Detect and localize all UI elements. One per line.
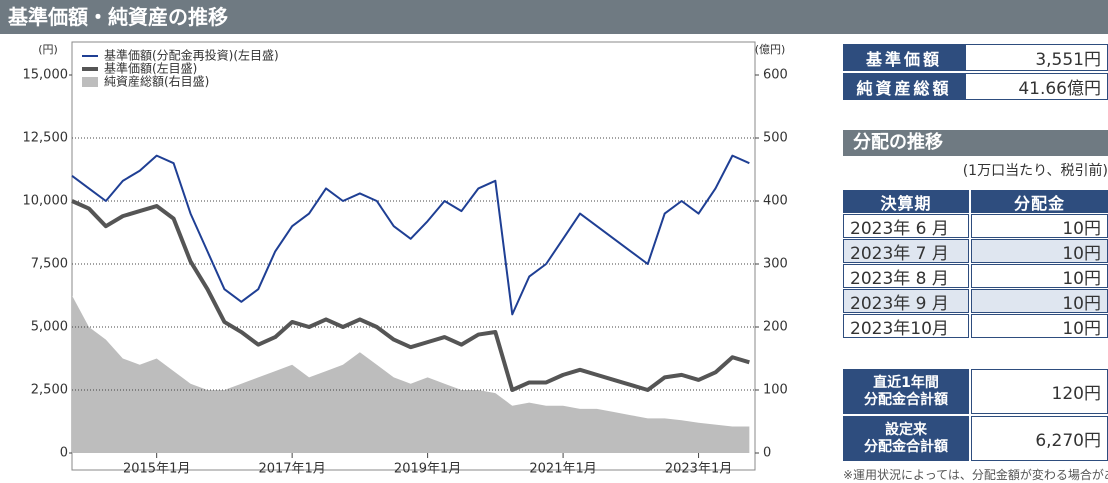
header: 基準価額・純資産の推移 xyxy=(0,0,1108,34)
y-tick-label: 5,000 xyxy=(31,320,68,335)
y-tick-label: 7,500 xyxy=(31,257,68,272)
line xyxy=(71,199,750,392)
y-tick-label: 0 xyxy=(60,446,68,461)
legend-swatch xyxy=(82,77,98,87)
x-tick-label: 2021年1月 xyxy=(529,462,596,477)
legend-label: 基準価額(分配金再投資)(左目盛) xyxy=(104,48,279,63)
total-label: 直近1年間 分配金合計額 xyxy=(843,369,969,414)
legend-label: 基準価額(左目盛) xyxy=(104,61,197,76)
amount: 10円 xyxy=(971,314,1108,339)
y2-tick-label: 600 xyxy=(763,68,788,83)
x-tick-label: 2023年1月 xyxy=(665,462,732,477)
summary-label: 純資産総額 xyxy=(843,73,965,100)
summary-value: 3,551円 xyxy=(965,44,1108,71)
y-tick-label: 10,000 xyxy=(23,194,69,209)
x-tick-label: 2015年1月 xyxy=(123,462,190,477)
note: (1万口当たり、税引前) xyxy=(962,163,1108,179)
y2-tick-label: 100 xyxy=(763,383,788,398)
footnote: ※運用状況によっては、分配金額が変わる場合があります。 xyxy=(843,468,1108,482)
y2-tick-label: 200 xyxy=(763,320,788,335)
area xyxy=(72,295,750,453)
y2-unit: (億円) xyxy=(755,43,786,56)
y-unit: (円) xyxy=(38,43,58,56)
column-header: 決算期 xyxy=(843,190,969,213)
y2-tick-label: 500 xyxy=(763,131,788,146)
amount: 10円 xyxy=(971,264,1108,289)
y2-tick-label: 0 xyxy=(763,446,771,461)
total-label: 設定来 分配金合計額 xyxy=(843,416,969,461)
legend-label: 純資産総額(右目盛) xyxy=(104,74,209,89)
y2-tick-label: 400 xyxy=(763,194,788,209)
amount: 10円 xyxy=(971,289,1108,314)
y-tick-label: 12,500 xyxy=(23,131,69,146)
amount: 10円 xyxy=(971,214,1108,239)
chart: (円) (億円) 0 2,500 5,000 7,500 10,000 12,500 15,00… xyxy=(23,41,788,477)
y2-tick-label: 300 xyxy=(763,257,788,272)
section-title: 分配の推移 xyxy=(843,130,1108,156)
summary-label: 基準価額 xyxy=(843,44,965,71)
amount: 10円 xyxy=(971,239,1108,264)
summary-value: 41.66億円 xyxy=(965,73,1108,100)
period: 2023年10月 xyxy=(843,314,969,339)
total-value: 120円 xyxy=(971,369,1108,414)
period: 2023年 7 月 xyxy=(843,239,969,264)
y-tick-label: 15,000 xyxy=(23,68,69,83)
column-header: 分配金 xyxy=(971,190,1108,213)
line xyxy=(71,154,750,316)
period: 2023年 8 月 xyxy=(843,264,969,289)
total-value: 6,270円 xyxy=(971,416,1108,461)
period: 2023年 6 月 xyxy=(843,214,969,239)
x-tick-label: 2017年1月 xyxy=(258,462,325,477)
x-tick-label: 2019年1月 xyxy=(394,462,461,477)
period: 2023年 9 月 xyxy=(843,289,969,314)
y-tick-label: 2,500 xyxy=(31,383,68,398)
